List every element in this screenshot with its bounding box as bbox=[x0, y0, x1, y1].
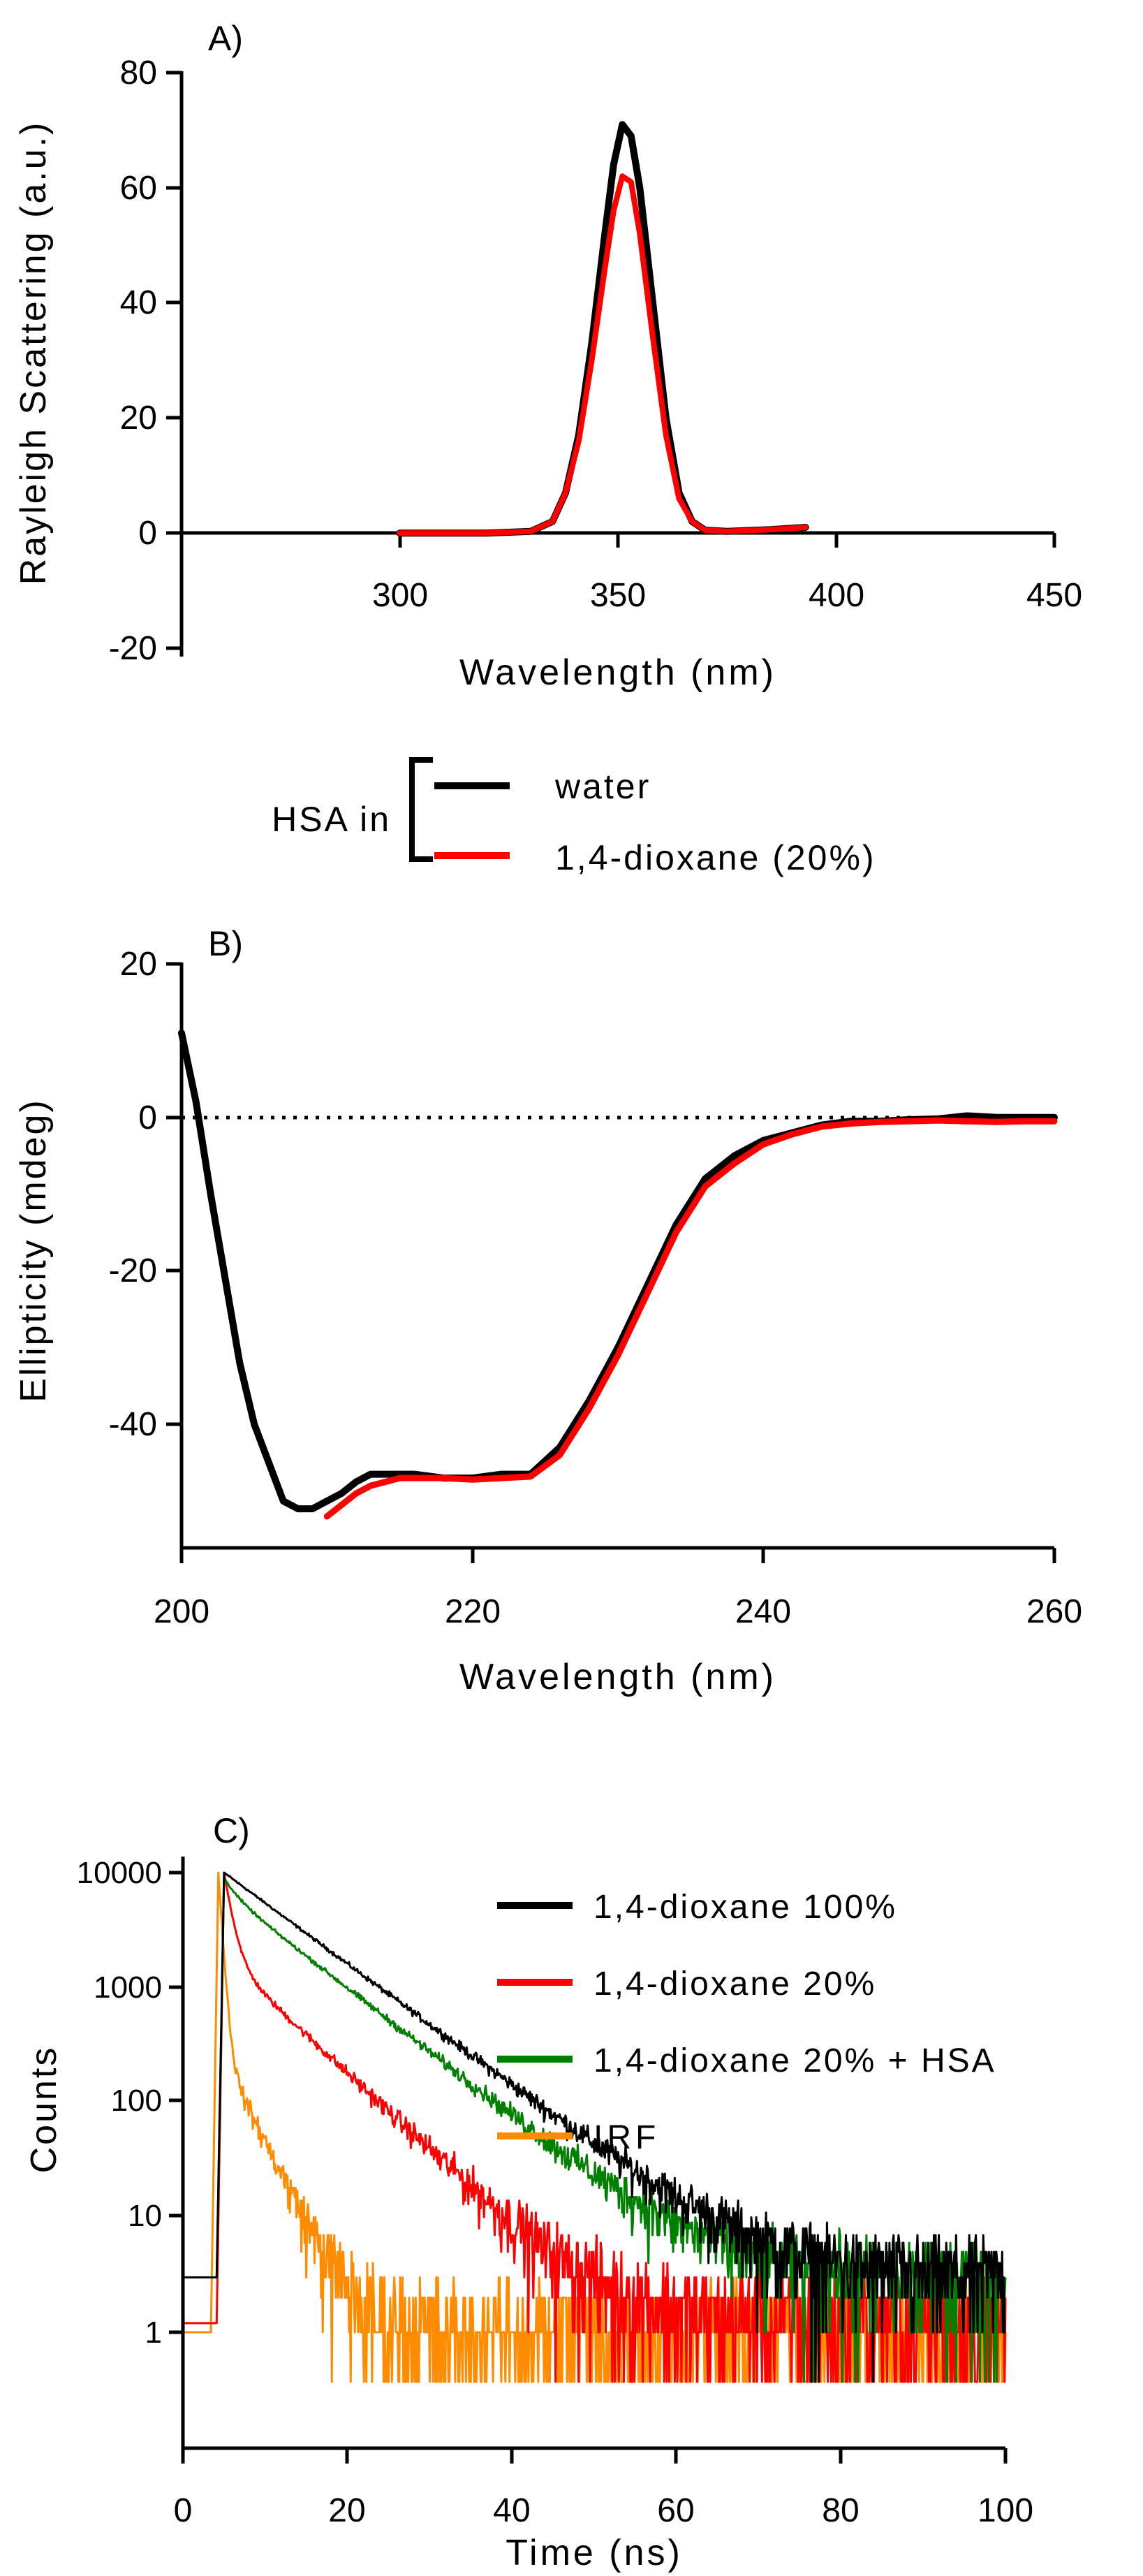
legend-c-label-0: 1,4-dioxane 100% bbox=[593, 1889, 897, 1926]
panel-b-ytick: 0 bbox=[138, 1099, 157, 1136]
panel-a-xtick: 350 bbox=[590, 577, 646, 614]
panel-a-ytick: 0 bbox=[138, 515, 157, 552]
panel-b-xtick: 260 bbox=[1026, 1593, 1082, 1630]
panel-c-xtick: 20 bbox=[328, 2492, 365, 2529]
panel-a-ytick: 60 bbox=[120, 170, 157, 207]
panel-a-ytick: 20 bbox=[120, 400, 157, 437]
panel-c-label: C) bbox=[213, 1811, 250, 1850]
legend-c-label-2: 1,4-dioxane 20% + HSA bbox=[593, 2042, 996, 2079]
legend-ab: HSA in water 1,4-dioxane (20%) bbox=[272, 757, 876, 877]
panel-c-xlabel: Time (ns) bbox=[506, 2533, 683, 2573]
legend-c-label-3: IRF bbox=[593, 2119, 660, 2156]
panel-c-ylabel: Counts bbox=[24, 2046, 64, 2174]
panel-c-ytick: 10000 bbox=[77, 1856, 162, 1890]
panel-c: C) 10000 1000 100 10 1 0 20 40 60 80 100… bbox=[24, 1811, 1033, 2573]
panel-b-xtick: 200 bbox=[154, 1593, 209, 1630]
panel-c-xtick: 60 bbox=[657, 2492, 694, 2529]
panel-b-series-dioxane-20 bbox=[323, 1117, 1058, 1520]
panel-b-xlabel: Wavelength (nm) bbox=[459, 1657, 776, 1697]
panel-a-ytick: 80 bbox=[120, 54, 157, 92]
legend-c-label-1: 1,4-dioxane 20% bbox=[593, 1966, 876, 2003]
panel-c-ytick: 100 bbox=[111, 2084, 162, 2118]
panel-c-series-irf bbox=[182, 1871, 1007, 2383]
panel-b-xtick: 220 bbox=[445, 1593, 501, 1630]
panel-a-label: A) bbox=[208, 19, 243, 58]
panel-c-xtick: 40 bbox=[493, 2492, 530, 2529]
panel-a-series-water bbox=[396, 121, 809, 537]
panel-a-ytick: -20 bbox=[109, 630, 157, 667]
panel-a-ylabel: Rayleigh Scattering (a.u.) bbox=[13, 121, 54, 585]
panel-c-ytick: 10 bbox=[128, 2199, 162, 2233]
panel-a-series-dioxane-20 bbox=[397, 173, 809, 536]
panel-b-ytick: 20 bbox=[120, 946, 157, 983]
panel-c-xtick: 100 bbox=[978, 2492, 1033, 2529]
panel-b-series-water bbox=[178, 1029, 1058, 1513]
panel-a-ytick: 40 bbox=[120, 284, 157, 321]
panel-a-xtick: 450 bbox=[1026, 577, 1082, 614]
panel-c-series-dioxane-100 bbox=[182, 1871, 1006, 2383]
panel-a-xlabel: Wavelength (nm) bbox=[459, 652, 776, 693]
panel-b-xtick: 240 bbox=[735, 1593, 791, 1630]
legend-prefix: HSA in bbox=[272, 800, 391, 839]
panel-a-xtick: 300 bbox=[372, 577, 428, 614]
panel-b: B) 20 0 -20 -40 200 220 240 260 Waveleng… bbox=[13, 924, 1082, 1697]
panel-c-ytick: 1 bbox=[145, 2315, 162, 2350]
panel-b-label: B) bbox=[208, 924, 243, 963]
panel-a-xtick: 400 bbox=[809, 577, 864, 614]
legend-bracket bbox=[409, 757, 433, 862]
panel-a: A) 80 60 40 20 0 -20 300 350 400 450 Wav… bbox=[13, 19, 1082, 693]
panel-c-xtick: 80 bbox=[822, 2492, 859, 2529]
panel-b-ylabel: Ellipticity (mdeg) bbox=[13, 1098, 54, 1402]
panel-b-ytick: -20 bbox=[109, 1252, 157, 1289]
panel-c-xtick: 0 bbox=[174, 2492, 193, 2529]
panel-c-ytick: 1000 bbox=[94, 1970, 162, 2005]
panel-b-ytick: -40 bbox=[109, 1406, 157, 1443]
legend-label-dioxane: 1,4-dioxane (20%) bbox=[555, 838, 876, 877]
panel-c-series-dioxane-20 bbox=[182, 1871, 1007, 2383]
legend-label-water: water bbox=[554, 767, 651, 806]
